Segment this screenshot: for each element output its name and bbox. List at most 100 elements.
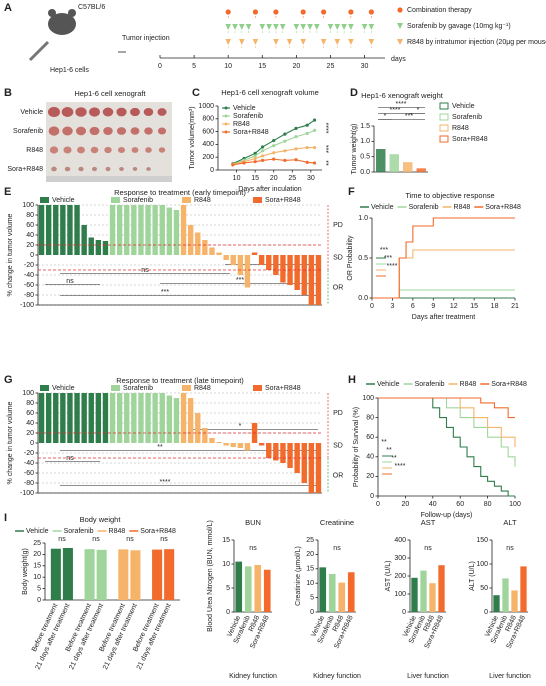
significance-label: *** <box>161 289 169 296</box>
bar <box>152 549 163 600</box>
series-point <box>312 118 317 122</box>
bar <box>202 428 208 443</box>
bar <box>202 240 208 255</box>
y-tick-label: -100 <box>20 302 34 309</box>
bar <box>273 443 279 461</box>
x-tick-label: 5 <box>192 63 196 70</box>
x-tick-label: 6 <box>411 303 415 310</box>
bar <box>244 443 251 451</box>
legend-label: R848 <box>233 121 250 128</box>
legend-swatch <box>40 385 49 391</box>
y-tick-label: 0 <box>37 597 41 604</box>
y-tick-label: 100 <box>22 390 34 397</box>
tumor <box>144 127 153 135</box>
x-axis-label: Days after inculation <box>238 186 302 193</box>
bar <box>493 595 500 612</box>
bar <box>347 572 355 612</box>
tumor <box>62 126 73 136</box>
bar <box>230 443 236 447</box>
series-point <box>312 128 317 132</box>
y-tick-label: 400 <box>202 141 214 148</box>
bar <box>53 393 59 443</box>
series-point <box>294 158 298 162</box>
survival-step <box>378 397 516 447</box>
significance-label: ns <box>66 278 74 285</box>
y-tick-label: 15 <box>33 563 41 570</box>
bar <box>258 255 265 265</box>
y-tick-label: 100 <box>394 591 406 598</box>
dose-marker <box>259 24 266 30</box>
bar <box>173 398 180 443</box>
bar <box>237 443 244 448</box>
zone-label: SD <box>333 442 343 449</box>
tumor <box>130 107 140 117</box>
footer-label: Kidney function <box>229 673 277 680</box>
y-axis-label: AST (U/L) <box>385 561 392 592</box>
bar <box>301 255 307 295</box>
legend-swatch <box>40 197 49 203</box>
y-tick-label: -40 <box>24 272 34 279</box>
x-unit: days <box>391 56 406 63</box>
y-tick-label: 10 <box>306 580 314 587</box>
chart-title: Body weight <box>80 515 122 524</box>
dose-marker <box>239 24 245 30</box>
legend-label: Vehicle <box>233 105 256 112</box>
series-point <box>231 163 235 167</box>
y-tick-label: 60 <box>26 410 34 417</box>
y-tick-label: 20 <box>26 242 34 249</box>
y-tick-label: 600 <box>202 128 214 135</box>
y-tick-label: -100 <box>20 490 34 497</box>
x-tick-label: 15 <box>470 303 478 310</box>
panel-label: G <box>4 374 13 386</box>
significance-label: *** <box>405 113 413 120</box>
tumor <box>48 106 60 118</box>
dose-marker <box>232 24 238 30</box>
legend-label: Sorafenib <box>123 385 153 392</box>
bar <box>308 255 315 305</box>
dose-marker <box>273 39 279 45</box>
dose-marker <box>334 24 341 30</box>
significance-label: **** <box>387 263 398 270</box>
x-tick-label: 21 <box>511 303 519 310</box>
series-point <box>312 146 317 150</box>
dose-marker <box>225 39 231 45</box>
legend-label: Sorafenib <box>415 381 445 388</box>
bar <box>38 393 45 443</box>
y-tick-label: 200 <box>202 154 214 161</box>
significance-label: * <box>239 423 242 430</box>
legend-label: Sorafenib <box>452 114 482 121</box>
legend-label: Sora+R848 <box>452 136 488 143</box>
tumor <box>157 108 167 116</box>
significance-label: ns <box>333 545 341 552</box>
ruler <box>46 176 172 182</box>
legend-label: Vehicle <box>52 385 75 392</box>
survival-step <box>378 397 515 497</box>
row-label: R848 <box>26 147 43 154</box>
x-tick-label: 30 <box>361 63 369 70</box>
tumor <box>116 107 127 117</box>
bar <box>403 162 413 172</box>
x-tick-label: 100 <box>509 501 521 508</box>
tumor <box>143 107 154 117</box>
chart-title: Hep1-6 cell xenograft volume <box>221 88 319 97</box>
series-point <box>260 158 265 162</box>
x-tick-label: 9 <box>431 303 435 310</box>
y-tick-label: 20 <box>26 430 34 437</box>
panel-label: C <box>192 87 200 99</box>
tumor <box>131 147 139 153</box>
chart-title: Response to treatment (early timepoint) <box>114 188 246 197</box>
y-tick-label: 0 <box>484 609 488 616</box>
bar <box>67 393 73 443</box>
bar <box>152 393 158 443</box>
bar <box>60 393 66 443</box>
bar <box>152 205 158 255</box>
tumor <box>105 166 111 172</box>
panel-label: D <box>350 87 358 99</box>
significance-label: ** <box>391 455 397 462</box>
zone-label: OR <box>333 472 344 479</box>
bar <box>138 205 144 255</box>
legend-swatch <box>439 135 449 143</box>
significance-label: ns <box>126 536 134 543</box>
panel-label: I <box>4 512 7 524</box>
bar <box>258 443 265 446</box>
